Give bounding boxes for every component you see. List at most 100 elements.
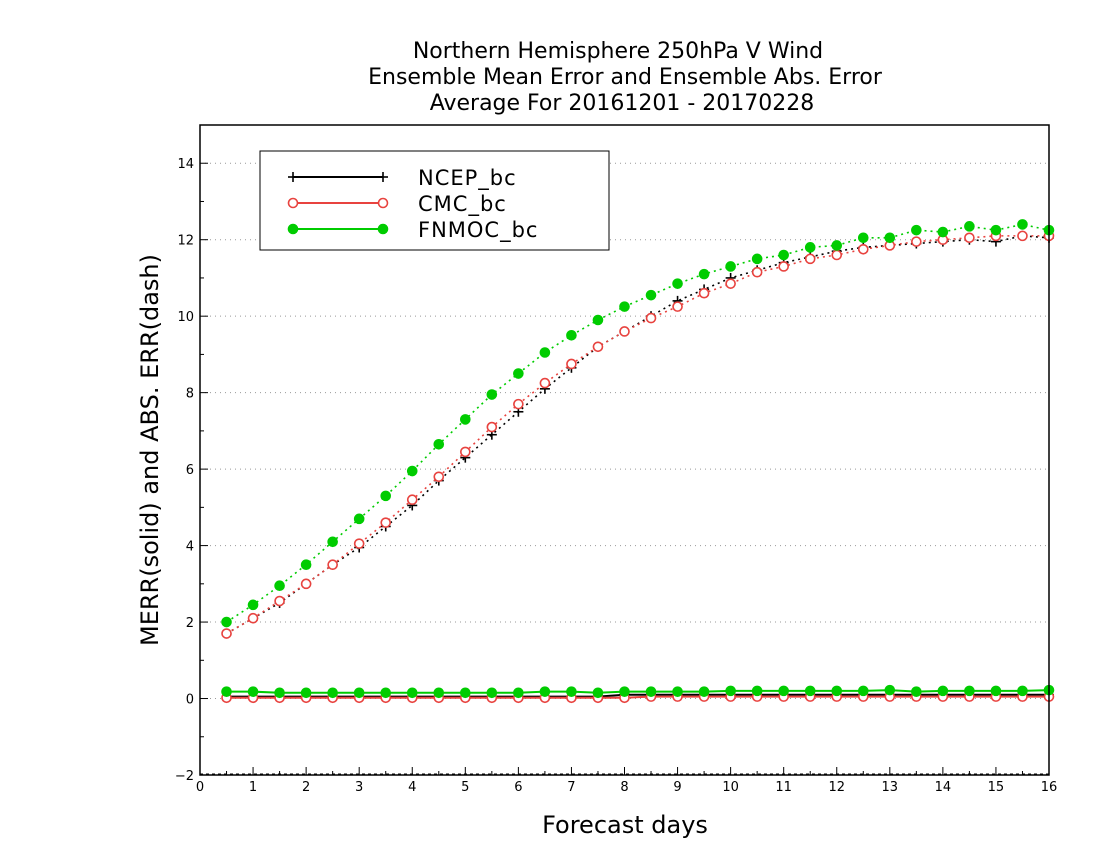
filled-circle-marker bbox=[353, 687, 365, 699]
filled-circle-marker bbox=[619, 686, 630, 697]
mean-err-line bbox=[226, 695, 1049, 699]
filled-circle-marker bbox=[698, 686, 710, 697]
gridlines bbox=[200, 162, 1049, 775]
filled-circle-marker bbox=[327, 536, 338, 548]
x-tick-label: 16 bbox=[1041, 780, 1058, 795]
y-tick-label: 2 bbox=[186, 616, 194, 631]
series-NCEP_bc bbox=[221, 230, 1054, 702]
y-tick-label: 4 bbox=[186, 540, 194, 555]
open-circle-marker bbox=[751, 266, 763, 278]
y-tick-label: −2 bbox=[175, 769, 194, 784]
x-tick-label: 11 bbox=[775, 780, 792, 795]
open-circle-marker bbox=[287, 197, 299, 209]
filled-circle-marker bbox=[964, 685, 975, 697]
filled-circle-marker bbox=[964, 221, 975, 232]
legend-label: FNMOC_bc bbox=[418, 218, 538, 243]
x-tick-label: 13 bbox=[882, 780, 899, 795]
open-circle-marker bbox=[221, 628, 232, 639]
abs-err-line bbox=[226, 235, 1049, 635]
chart-title-line-3: Average For 20161201 - 20170228 bbox=[430, 91, 815, 116]
filled-circle-marker bbox=[247, 686, 259, 697]
filled-circle-marker bbox=[406, 687, 418, 699]
x-tick-label: 5 bbox=[461, 780, 469, 795]
filled-circle-marker bbox=[274, 687, 285, 699]
x-tick-label: 15 bbox=[988, 780, 1005, 795]
y-tick-label: 14 bbox=[177, 157, 194, 172]
x-axis-label: Forecast days bbox=[542, 811, 708, 839]
chart-title: Northern Hemisphere 250hPa V Wind Ensemb… bbox=[368, 39, 883, 116]
open-circle-marker bbox=[831, 249, 843, 261]
legend-entry: CMC_bc bbox=[287, 192, 507, 217]
filled-circle-marker bbox=[698, 268, 710, 280]
filled-circle-marker bbox=[380, 490, 392, 502]
abs-err-line bbox=[226, 235, 1050, 635]
filled-circle-marker bbox=[460, 414, 471, 425]
chart-title-line-2: Ensemble Mean Error and Ensemble Abs. Er… bbox=[368, 65, 883, 90]
x-tick-label: 10 bbox=[722, 780, 739, 795]
y-tick-label: 0 bbox=[186, 693, 194, 708]
y-tick-label: 10 bbox=[177, 310, 194, 325]
y-tick-label: 6 bbox=[186, 463, 194, 478]
filled-circle-marker bbox=[486, 687, 498, 699]
filled-circle-marker bbox=[300, 559, 312, 571]
filled-circle-marker bbox=[751, 253, 763, 265]
chart-title-line-1: Northern Hemisphere 250hPa V Wind bbox=[413, 39, 823, 64]
filled-circle-marker bbox=[433, 438, 445, 450]
legend-label: NCEP_bc bbox=[418, 166, 517, 191]
x-tick-label: 9 bbox=[673, 780, 681, 795]
legend-entry: NCEP_bc bbox=[288, 166, 517, 191]
open-circle-marker bbox=[1017, 230, 1028, 242]
filled-circle-marker bbox=[884, 684, 896, 696]
filled-circle-marker bbox=[990, 685, 1002, 697]
x-tick-label: 3 bbox=[355, 780, 363, 795]
filled-circle-marker bbox=[778, 685, 789, 697]
x-tick-label: 12 bbox=[828, 780, 845, 795]
filled-circle-marker bbox=[884, 232, 896, 244]
open-circle-marker bbox=[592, 341, 604, 353]
filled-circle-marker bbox=[380, 687, 392, 699]
legend-box bbox=[259, 150, 610, 251]
open-circle-marker bbox=[725, 278, 736, 289]
filled-circle-marker bbox=[353, 513, 365, 525]
y-tick-label: 12 bbox=[177, 234, 194, 249]
open-circle-marker bbox=[300, 578, 312, 590]
filled-circle-marker bbox=[725, 261, 736, 272]
filled-circle-marker bbox=[539, 347, 551, 358]
filled-circle-marker bbox=[566, 686, 577, 697]
series-layer bbox=[221, 219, 1055, 704]
open-circle-marker bbox=[274, 595, 285, 607]
filled-circle-marker bbox=[751, 685, 763, 697]
filled-circle-marker bbox=[831, 240, 843, 251]
filled-circle-marker bbox=[221, 686, 232, 697]
x-tick-label: 8 bbox=[620, 780, 628, 795]
filled-circle-marker bbox=[460, 687, 471, 699]
open-circle-marker bbox=[433, 471, 445, 483]
filled-circle-marker bbox=[804, 685, 816, 697]
filled-circle-marker bbox=[1017, 219, 1028, 230]
filled-circle-marker bbox=[804, 242, 816, 253]
x-tick-label: 1 bbox=[249, 780, 257, 795]
filled-circle-marker bbox=[911, 224, 922, 236]
filled-circle-marker bbox=[274, 580, 285, 592]
filled-circle-marker bbox=[513, 687, 524, 699]
x-tick-label: 4 bbox=[408, 780, 416, 795]
open-circle-marker bbox=[857, 243, 869, 255]
y-tick-label: 8 bbox=[186, 387, 194, 402]
filled-circle-marker bbox=[433, 687, 445, 699]
x-tick-label: 0 bbox=[196, 780, 204, 795]
open-circle-marker bbox=[460, 446, 471, 458]
filled-circle-marker bbox=[672, 686, 683, 697]
open-circle-marker bbox=[513, 398, 524, 410]
filled-circle-marker bbox=[672, 278, 683, 289]
filled-circle-marker bbox=[937, 226, 949, 238]
y-axis-label: MERR(solid) and ABS. ERR(dash) bbox=[136, 254, 164, 646]
filled-circle-marker bbox=[566, 329, 577, 341]
filled-circle-marker bbox=[406, 465, 418, 477]
open-circle-marker bbox=[327, 559, 338, 571]
filled-circle-marker bbox=[539, 686, 551, 697]
legend-label: CMC_bc bbox=[418, 192, 507, 217]
mean-err-line bbox=[226, 689, 1050, 694]
